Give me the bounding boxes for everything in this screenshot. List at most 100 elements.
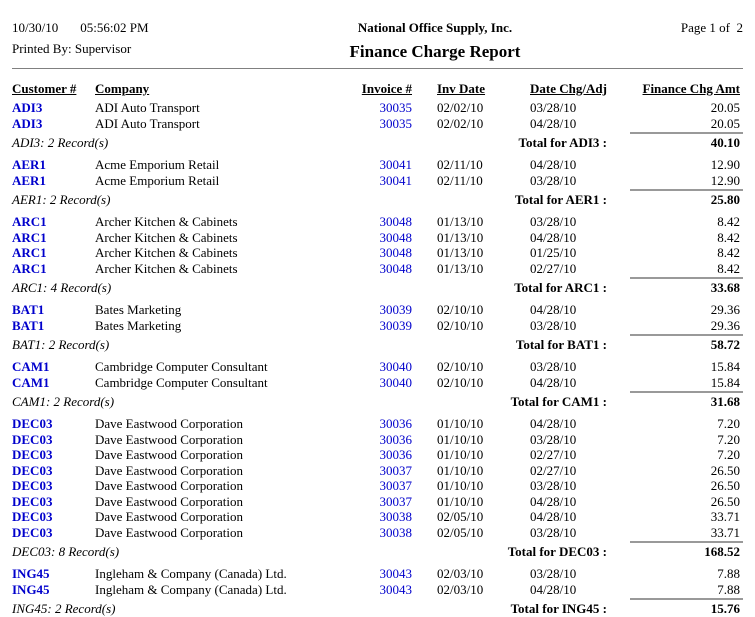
customer-id-link[interactable]: ADI3 bbox=[12, 100, 43, 115]
customer-id-link[interactable]: AER1 bbox=[12, 172, 46, 188]
invoice-number-link[interactable]: 30036 bbox=[379, 431, 413, 447]
finance-charge-amount-cell: 26.50 bbox=[710, 462, 740, 478]
finance-charge-amount-cell: 7.88 bbox=[717, 566, 740, 581]
company-name-cell: Cambridge Computer Consultant bbox=[95, 374, 268, 390]
invoice-number-link[interactable]: 30041 bbox=[379, 157, 413, 172]
group-summary-row: ADI3: 2 Record(s) Total for ADI3 : 40.10 bbox=[12, 132, 743, 150]
group-total-label: Total for DEC03 : bbox=[507, 544, 607, 559]
invoice-number-link[interactable]: 30048 bbox=[379, 229, 413, 245]
group-total-amount: 33.68 bbox=[630, 277, 743, 296]
customer-group: DEC03 Dave Eastwood Corporation 30036 01/10… bbox=[12, 416, 743, 559]
group-total-amount: 15.76 bbox=[630, 598, 743, 617]
invoice-number-link[interactable]: 30037 bbox=[379, 478, 413, 493]
group-total-label: Total for ADI3 : bbox=[518, 135, 607, 150]
invoice-date-cell: 01/13/10 bbox=[437, 229, 484, 245]
finance-charge-amount-cell: 33.71 bbox=[710, 509, 740, 524]
company-name-cell: ADI Auto Transport bbox=[95, 115, 200, 131]
customer-id-link[interactable]: DEC03 bbox=[12, 478, 53, 493]
customer-id-link[interactable]: DEC03 bbox=[12, 462, 53, 478]
invoice-number-link[interactable]: 30048 bbox=[379, 260, 413, 276]
invoice-number-link[interactable]: 30048 bbox=[379, 214, 413, 229]
group-summary-row: ARC1: 4 Record(s) Total for ARC1 : 33.68 bbox=[12, 277, 743, 296]
customer-id-link[interactable]: CAM1 bbox=[12, 359, 50, 374]
charge-date-cell: 03/28/10 bbox=[530, 478, 577, 493]
customer-id-link[interactable]: ING45 bbox=[12, 581, 50, 597]
invoice-number-link[interactable]: 30040 bbox=[379, 359, 413, 374]
invoice-number-link[interactable]: 30043 bbox=[379, 566, 413, 581]
customer-id-link[interactable]: CAM1 bbox=[12, 374, 50, 390]
customer-id-link[interactable]: DEC03 bbox=[12, 493, 53, 509]
invoice-date-cell: 01/10/10 bbox=[437, 431, 484, 447]
company-name-cell: Bates Marketing bbox=[95, 317, 182, 333]
customer-id-link[interactable]: DEC03 bbox=[12, 431, 53, 447]
invoice-number-link[interactable]: 30037 bbox=[379, 493, 413, 509]
invoice-number-link[interactable]: 30035 bbox=[379, 100, 413, 115]
customer-group: CAM1 Cambridge Computer Consultant 30040 02… bbox=[12, 359, 743, 410]
printed-by: Printed By: Supervisor bbox=[12, 41, 132, 56]
finance-charge-amount-cell: 7.20 bbox=[717, 447, 740, 462]
charge-date-cell: 03/28/10 bbox=[530, 566, 577, 581]
invoice-number-link[interactable]: 30036 bbox=[379, 447, 413, 462]
invoice-number-link[interactable]: 30043 bbox=[379, 581, 413, 597]
customer-id-link[interactable]: BAT1 bbox=[12, 302, 45, 317]
finance-charge-amount-cell: 20.05 bbox=[710, 115, 740, 131]
company-name-cell: Bates Marketing bbox=[95, 302, 182, 317]
invoice-row: BAT1 Bates Marketing 30039 02/10/10 04/28/10… bbox=[12, 302, 743, 318]
customer-id-link[interactable]: DEC03 bbox=[12, 524, 53, 540]
invoice-row: CAM1 Cambridge Computer Consultant 30040 02… bbox=[12, 359, 743, 375]
charge-date-cell: 04/28/10 bbox=[530, 374, 577, 390]
customer-id-link[interactable]: ADI3 bbox=[12, 115, 43, 131]
company-name-cell: Archer Kitchen & Cabinets bbox=[95, 214, 238, 229]
invoice-number-link[interactable]: 30041 bbox=[379, 172, 413, 188]
invoice-date-cell: 02/10/10 bbox=[437, 359, 484, 374]
group-total-amount: 31.68 bbox=[630, 391, 743, 410]
column-header-finance-chg-amt: Finance Chg Amt bbox=[642, 81, 741, 96]
invoice-number-link[interactable]: 30039 bbox=[379, 302, 413, 317]
customer-id-link[interactable]: ARC1 bbox=[12, 214, 47, 229]
customer-id-link[interactable]: ARC1 bbox=[12, 245, 47, 260]
company-name-cell: Archer Kitchen & Cabinets bbox=[95, 229, 238, 245]
print-info: 10/30/10 05:56:02 PM Printed By: Supervis… bbox=[12, 20, 237, 57]
column-header-invoice: Invoice # bbox=[361, 81, 412, 96]
group-total-amount: 58.72 bbox=[630, 334, 743, 353]
invoice-number-link[interactable]: 30035 bbox=[379, 115, 413, 131]
customer-id-link[interactable]: DEC03 bbox=[12, 416, 53, 431]
company-name-cell: Dave Eastwood Corporation bbox=[95, 524, 244, 540]
group-total-label: Total for CAM1 : bbox=[510, 394, 607, 409]
company-name-cell: Dave Eastwood Corporation bbox=[95, 509, 244, 524]
invoice-row: DEC03 Dave Eastwood Corporation 30037 01/10… bbox=[12, 463, 743, 479]
invoice-number-link[interactable]: 30037 bbox=[379, 462, 413, 478]
invoice-date-cell: 02/02/10 bbox=[437, 100, 484, 115]
group-total-label: Total for BAT1 : bbox=[515, 337, 607, 352]
finance-charge-amount-cell: 8.42 bbox=[717, 260, 740, 276]
invoice-number-link[interactable]: 30036 bbox=[379, 416, 413, 431]
invoice-number-link[interactable]: 30038 bbox=[379, 509, 413, 524]
finance-charge-amount-cell: 20.05 bbox=[710, 100, 740, 115]
column-header-inv-date: Inv Date bbox=[437, 81, 486, 96]
group-total-amount: 25.80 bbox=[630, 189, 743, 208]
charge-date-cell: 04/28/10 bbox=[530, 509, 577, 524]
charge-date-cell: 04/28/10 bbox=[530, 302, 577, 317]
invoice-number-link[interactable]: 30040 bbox=[379, 374, 413, 390]
invoice-number-link[interactable]: 30048 bbox=[379, 245, 413, 260]
customer-id-link[interactable]: ARC1 bbox=[12, 229, 47, 245]
customer-id-link[interactable]: DEC03 bbox=[12, 509, 53, 524]
company-name-cell: Ingleham & Company (Canada) Ltd. bbox=[95, 566, 287, 581]
finance-charge-amount-cell: 15.84 bbox=[710, 359, 740, 374]
invoice-row: DEC03 Dave Eastwood Corporation 30036 01/10… bbox=[12, 416, 743, 432]
invoice-date-cell: 02/03/10 bbox=[437, 566, 484, 581]
invoice-row: ARC1 Archer Kitchen & Cabinets 30048 01/13/… bbox=[12, 245, 743, 261]
invoice-number-link[interactable]: 30038 bbox=[379, 524, 413, 540]
invoice-date-cell: 01/10/10 bbox=[437, 478, 484, 493]
customer-id-link[interactable]: BAT1 bbox=[12, 317, 45, 333]
customer-id-link[interactable]: ING45 bbox=[12, 566, 50, 581]
invoice-number-link[interactable]: 30039 bbox=[379, 317, 413, 333]
invoice-row: CAM1 Cambridge Computer Consultant 30040 02… bbox=[12, 375, 743, 391]
customer-id-link[interactable]: ARC1 bbox=[12, 260, 47, 276]
customer-id-link[interactable]: AER1 bbox=[12, 157, 46, 172]
column-header-company: Company bbox=[95, 81, 150, 96]
customer-id-link[interactable]: DEC03 bbox=[12, 447, 53, 462]
customer-group: BAT1 Bates Marketing 30039 02/10/10 04/28/10… bbox=[12, 302, 743, 353]
record-count-label: AER1: 2 Record(s) bbox=[12, 192, 111, 207]
charge-date-cell: 03/28/10 bbox=[530, 431, 577, 447]
